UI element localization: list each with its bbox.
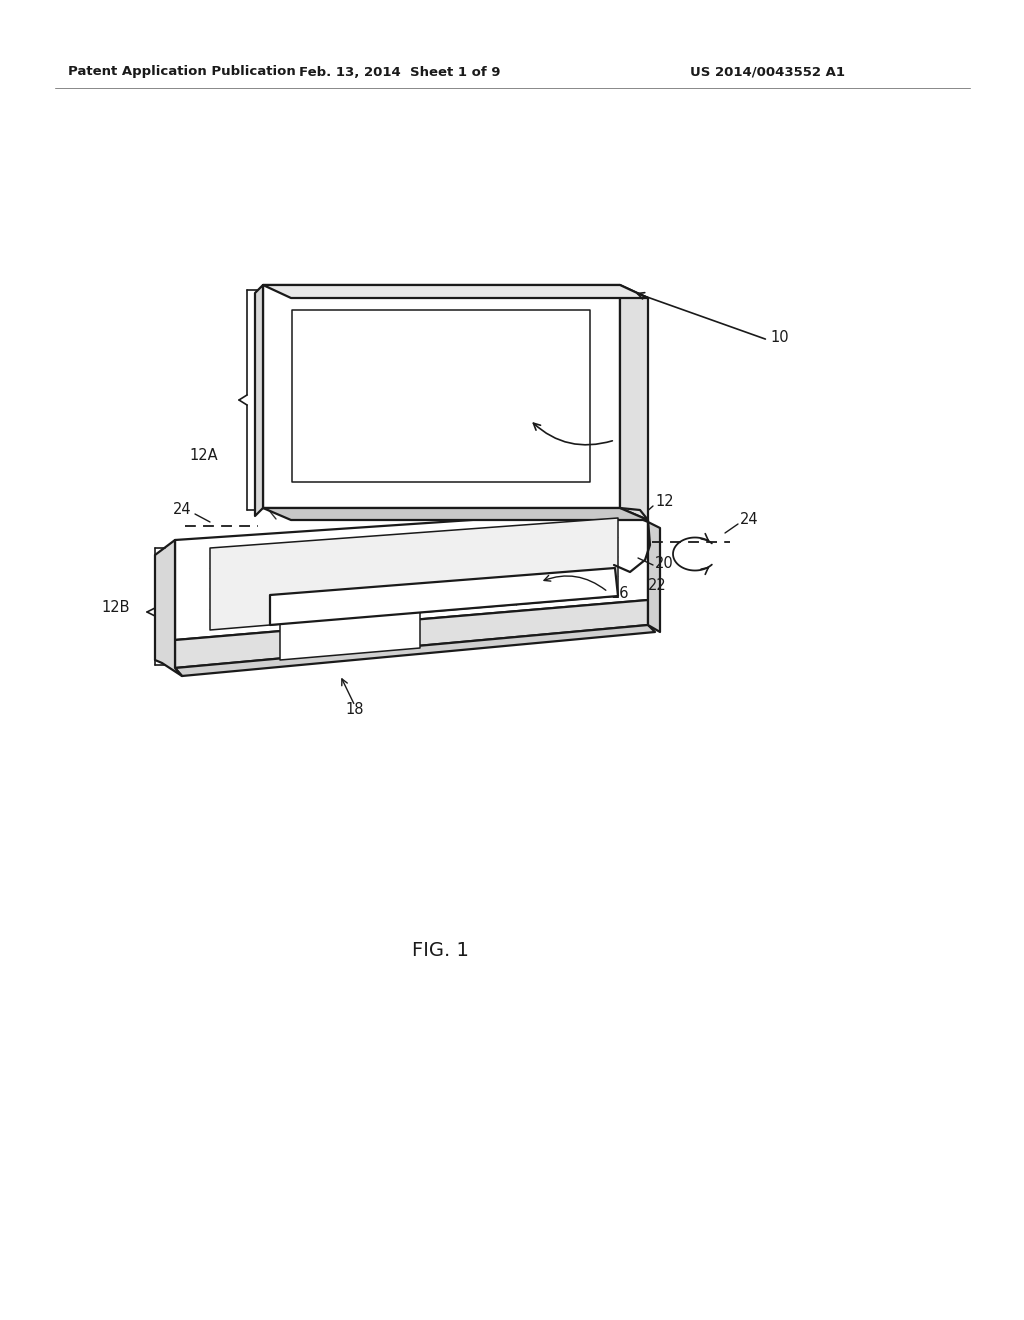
Polygon shape [280, 601, 420, 660]
Text: US 2014/0043552 A1: US 2014/0043552 A1 [690, 66, 845, 78]
Polygon shape [175, 601, 648, 668]
Text: 12B: 12B [101, 601, 130, 615]
Text: 22: 22 [648, 578, 667, 593]
Text: 24: 24 [173, 503, 193, 517]
Polygon shape [263, 508, 648, 520]
Polygon shape [175, 510, 648, 640]
Polygon shape [255, 285, 263, 516]
Polygon shape [620, 285, 648, 520]
Text: FIG. 1: FIG. 1 [412, 940, 468, 960]
Text: 12A: 12A [189, 447, 218, 462]
Polygon shape [155, 540, 182, 676]
Polygon shape [263, 285, 620, 508]
Text: 16: 16 [610, 586, 629, 602]
Text: 10: 10 [770, 330, 788, 346]
Polygon shape [292, 310, 590, 482]
Text: 12: 12 [655, 495, 674, 510]
Text: 14: 14 [618, 430, 637, 446]
Polygon shape [175, 624, 655, 676]
Text: 24: 24 [740, 512, 759, 528]
Polygon shape [263, 285, 648, 298]
Text: Patent Application Publication: Patent Application Publication [68, 66, 296, 78]
Polygon shape [648, 521, 660, 632]
Text: 18: 18 [346, 702, 365, 718]
Polygon shape [270, 568, 618, 624]
Polygon shape [210, 517, 618, 630]
Text: 20: 20 [655, 556, 674, 570]
Text: Feb. 13, 2014  Sheet 1 of 9: Feb. 13, 2014 Sheet 1 of 9 [299, 66, 501, 78]
